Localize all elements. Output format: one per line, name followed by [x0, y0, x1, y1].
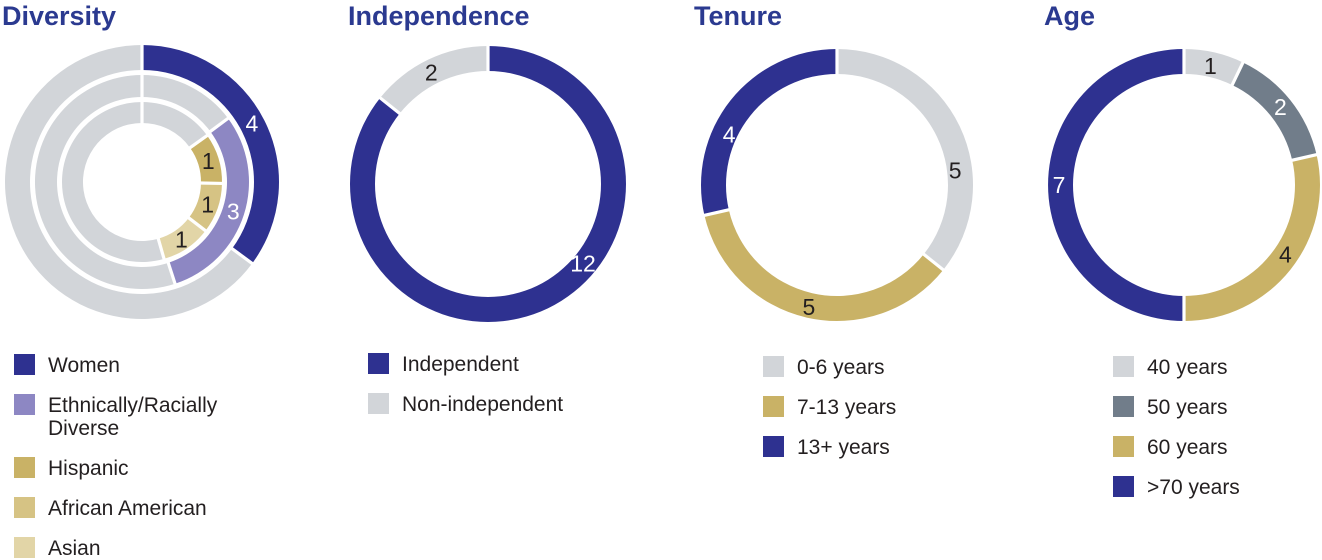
tenure-segment-7-13-years	[704, 209, 944, 322]
tenure-legend-item-7-13-years: 7-13 years	[763, 396, 896, 419]
diversity-legend: Women Ethnically/Racially Diverse Hispanic…	[14, 354, 230, 560]
legend-swatch-navy	[368, 353, 389, 374]
tenure-donut-chart: 5 5 4	[700, 48, 974, 322]
legend-label: 50 years	[1147, 396, 1228, 419]
age-value-label: 4	[1279, 242, 1292, 268]
tenure-legend-item-13-plus-years: 13+ years	[763, 436, 896, 459]
independence-segment-non-independent	[380, 46, 488, 114]
legend-swatch-tan	[14, 497, 35, 518]
legend-swatch-navy	[1113, 476, 1134, 497]
age-value-label: 2	[1274, 94, 1287, 120]
legend-swatch-navy	[763, 436, 784, 457]
legend-swatch-gray	[1113, 356, 1134, 377]
diversity-segment-divider	[156, 237, 166, 261]
legend-label: >70 years	[1147, 476, 1240, 499]
legend-label: Independent	[402, 353, 519, 376]
age-donut-chart: 1 2 4 7	[1048, 48, 1321, 322]
legend-swatch-slate	[1113, 396, 1134, 417]
legend-label: 13+ years	[797, 436, 890, 459]
tenure-value-label: 5	[949, 158, 962, 184]
diversity-segment-african-american	[188, 183, 222, 231]
diversity-value-label: 1	[201, 192, 214, 218]
chart-title-tenure: Tenure	[694, 1, 783, 31]
age-legend-item-70-plus-years: >70 years	[1113, 476, 1240, 499]
age-segment-divider	[1290, 152, 1318, 163]
independence-legend-item-non-independent: Non-independent	[368, 393, 563, 416]
legend-label: 7-13 years	[797, 396, 897, 419]
tenure-segment-0-6-years	[837, 49, 974, 270]
legend-label: Non-independent	[402, 393, 564, 416]
legend-swatch-purple	[14, 394, 35, 415]
diversity-value-label: 4	[246, 111, 259, 137]
chart-title-independence: Independence	[348, 1, 530, 31]
independence-legend: Independent Non-independent	[368, 353, 563, 416]
diversity-segment-ethnically-racially-diverse	[168, 118, 249, 284]
chart-title-diversity: Diversity	[2, 1, 117, 31]
diversity-legend-item-hispanic: Hispanic	[14, 457, 230, 480]
age-segment-divider	[1230, 60, 1245, 87]
legend-swatch-gold	[763, 396, 784, 417]
chart-title-age: Age	[1044, 1, 1096, 31]
diversity-segment-hispanic	[190, 135, 223, 184]
independence-legend-item-independent: Independent	[368, 353, 563, 376]
legend-swatch-gold	[14, 457, 35, 478]
age-value-label: 1	[1204, 53, 1217, 79]
diversity-legend-item-african-american: African American	[14, 497, 230, 520]
legend-label: 0-6 years	[797, 356, 885, 379]
independence-donut-chart: 12 2	[349, 45, 626, 322]
tenure-segment-divider	[921, 252, 946, 272]
legend-label: African American	[48, 497, 207, 520]
age-legend: 40 years 50 years 60 years >70 years	[1113, 356, 1240, 499]
diversity-segment-rest	[142, 102, 208, 148]
legend-label: Asian	[48, 537, 101, 560]
tenure-legend-item-0-6-years: 0-6 years	[763, 356, 896, 379]
legend-swatch-gray	[368, 393, 389, 414]
diversity-segment-divider	[208, 116, 230, 134]
age-legend-item-60-years: 60 years	[1113, 436, 1240, 459]
diversity-legend-item-asian: Asian	[14, 537, 230, 560]
diversity-segment-rest	[61, 101, 165, 263]
diversity-segment-divider	[166, 261, 177, 286]
tenure-value-label: 5	[803, 294, 816, 320]
tenure-segment-13-plus-years	[700, 49, 837, 216]
independence-value-label: 12	[570, 251, 596, 277]
independence-segment-divider	[378, 96, 402, 116]
legend-swatch-gold	[1113, 436, 1134, 457]
tenure-value-label: 4	[723, 122, 736, 148]
age-segment-60-years	[1184, 154, 1321, 322]
legend-label: Women	[48, 354, 120, 377]
diversity-segment-asian	[158, 217, 206, 259]
diversity-segment-rest	[142, 75, 229, 132]
age-segment-70-plus-years	[1048, 49, 1184, 321]
legend-label: 60 years	[1147, 436, 1228, 459]
diversity-segment-rest	[34, 75, 176, 289]
diversity-segment-women	[142, 45, 280, 264]
tenure-legend: 0-6 years 7-13 years 13+ years	[763, 356, 896, 459]
diversity-segment-divider	[230, 246, 254, 266]
diversity-legend-item-ethnically-racially-diverse: Ethnically/Racially Diverse	[14, 394, 230, 440]
diversity-segment-divider	[188, 133, 209, 150]
independence-value-label: 2	[425, 60, 438, 86]
legend-swatch-gray	[763, 356, 784, 377]
tenure-segment-divider	[703, 207, 731, 218]
diversity-value-label: 3	[227, 199, 240, 225]
legend-swatch-lighttan	[14, 537, 35, 558]
age-legend-item-40-years: 40 years	[1113, 356, 1240, 379]
diversity-segment-divider	[187, 216, 208, 233]
legend-label: 40 years	[1147, 356, 1228, 379]
diversity-value-label: 1	[202, 148, 215, 174]
diversity-value-label: 1	[175, 226, 188, 252]
age-value-label: 7	[1053, 172, 1066, 198]
age-segment-40-years	[1184, 49, 1243, 85]
age-legend-item-50-years: 50 years	[1113, 396, 1240, 419]
legend-label: Ethnically/Racially Diverse	[48, 394, 218, 440]
age-segment-50-years	[1232, 62, 1317, 161]
diversity-legend-item-women: Women	[14, 354, 230, 377]
legend-swatch-navy	[14, 354, 35, 375]
legend-label: Hispanic	[48, 457, 129, 480]
